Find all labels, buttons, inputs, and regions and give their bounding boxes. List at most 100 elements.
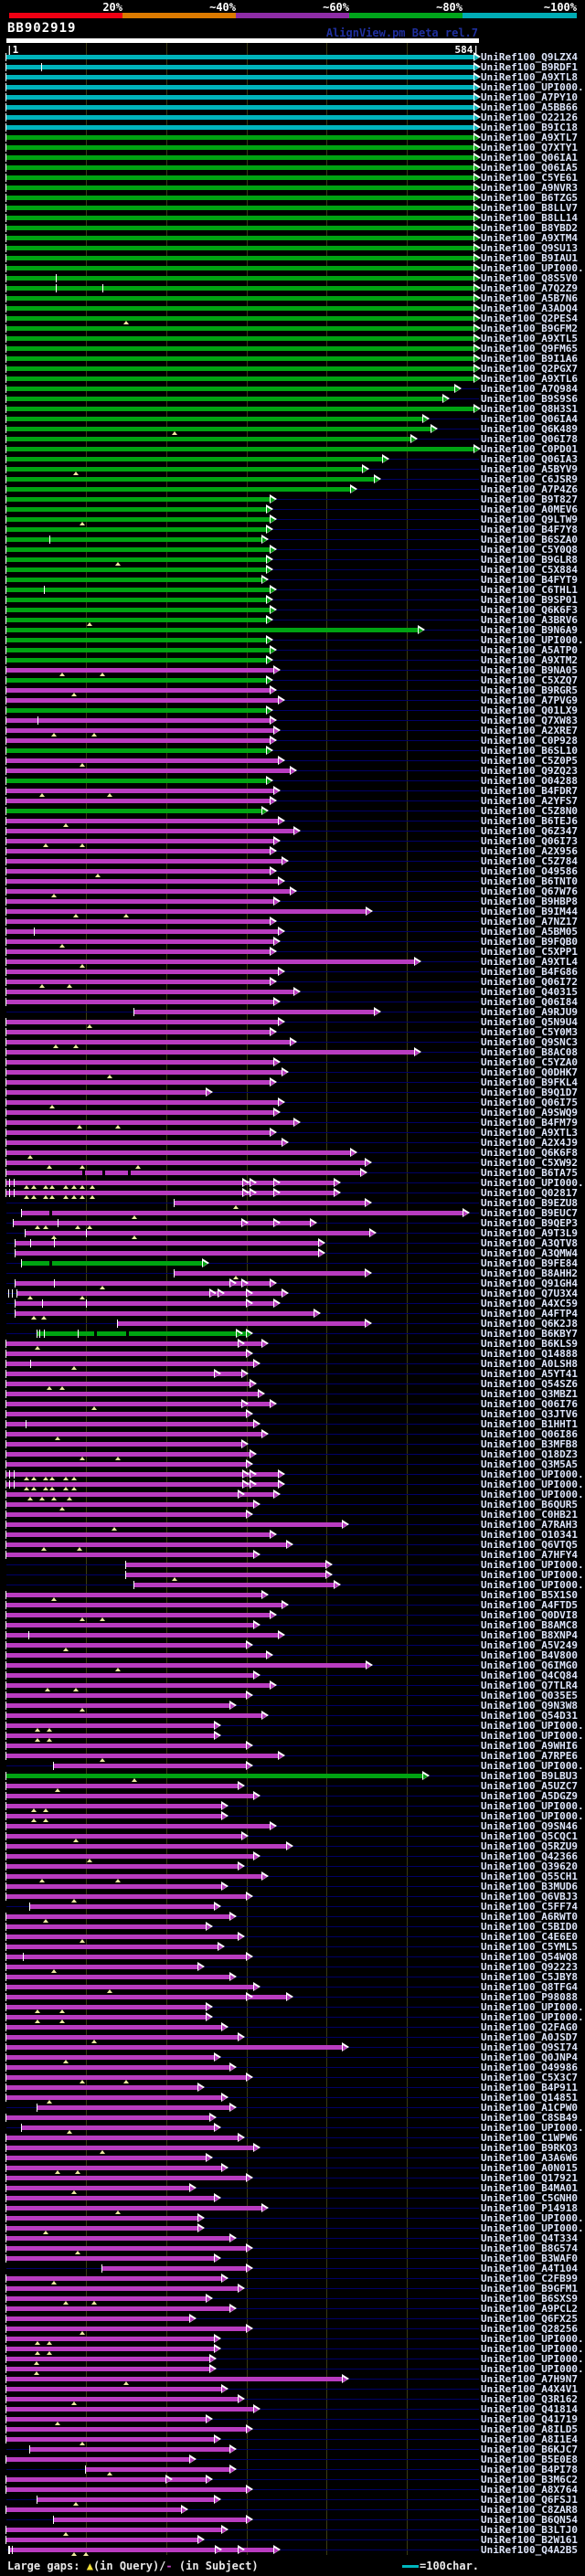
hit-label[interactable]: UniRef100_UPI000.. [481, 1760, 585, 1772]
hit-label[interactable]: UniRef100_B4F7Y8 [481, 524, 578, 535]
hit-label[interactable]: UniRef100_B5E0E8 [481, 2454, 578, 2465]
hit-label[interactable]: UniRef100_A4FTD5 [481, 1599, 578, 1611]
hit-label[interactable]: UniRef100_Q4CQ84 [481, 1670, 578, 1681]
hit-label[interactable]: UniRef100_A4T104 [481, 2263, 578, 2274]
hit-label[interactable]: UniRef100_B8AC08 [481, 1046, 578, 1058]
hit-label[interactable]: UniRef100_B9LBU3 [481, 1770, 578, 1782]
hit-label[interactable]: UniRef100_B9NA05 [481, 664, 578, 676]
hit-label[interactable]: UniRef100_Q5N9U4 [481, 1016, 578, 1028]
hit-label[interactable]: UniRef100_Q02817 [481, 1187, 578, 1199]
hit-label[interactable]: UniRef100_Q7XTY1 [481, 142, 578, 154]
hit-label[interactable]: UniRef100_A2XRE7 [481, 725, 578, 737]
hit-label[interactable]: UniRef100_Q06IA4 [481, 413, 578, 425]
hit-label[interactable]: UniRef100_A2X956 [481, 845, 578, 857]
hit-label[interactable]: UniRef100_Q035E5 [481, 1690, 578, 1701]
hit-label[interactable]: UniRef100_C5YE61 [481, 172, 578, 184]
hit-label[interactable]: UniRef100_A4FTP4 [481, 1308, 578, 1320]
hit-label[interactable]: UniRef100_A5BB66 [481, 101, 578, 113]
hit-label[interactable]: UniRef100_A3QTV8 [481, 1237, 578, 1249]
hit-label[interactable]: UniRef100_B9RDF1 [481, 61, 578, 73]
hit-label[interactable]: UniRef100_UPI000.. [481, 1810, 585, 1822]
hit-label[interactable]: UniRef100_Q55CH1 [481, 1871, 578, 1882]
hit-label[interactable]: UniRef100_Q7TLR4 [481, 1680, 578, 1691]
hit-label[interactable]: UniRef100_UPI000.. [481, 262, 585, 274]
hit-label[interactable]: UniRef100_B9FQB0 [481, 936, 578, 948]
hit-label[interactable]: UniRef100_C5GNH0 [481, 2192, 578, 2204]
hit-label[interactable]: UniRef100_A7RPE6 [481, 1750, 578, 1762]
hit-label[interactable]: UniRef100_A0MEV6 [481, 504, 578, 515]
hit-label[interactable]: UniRef100_A7H9N7 [481, 2373, 578, 2385]
hit-label[interactable]: UniRef100_UPI000.. [481, 1468, 585, 1480]
hit-label[interactable]: UniRef100_A2X4J9 [481, 1137, 578, 1149]
hit-label[interactable]: UniRef100_O22126 [481, 111, 578, 123]
hit-label[interactable]: UniRef100_B9SP01 [481, 594, 578, 606]
hit-label[interactable]: UniRef100_A7Q2Z9 [481, 282, 578, 294]
hit-label[interactable]: UniRef100_UPI000.. [481, 1579, 585, 1591]
hit-label[interactable]: UniRef100_C5Z0P5 [481, 755, 578, 767]
hit-label[interactable]: UniRef100_B6TEJ6 [481, 815, 578, 827]
hit-label[interactable]: UniRef100_O49986 [481, 2062, 578, 2073]
hit-label[interactable]: UniRef100_Q06I73 [481, 835, 578, 847]
hit-label[interactable]: UniRef100_A5UZC7 [481, 1780, 578, 1792]
hit-label[interactable]: UniRef100_UPI000.. [481, 2212, 585, 2224]
hit-label[interactable]: UniRef100_C5Z8N0 [481, 805, 578, 817]
hit-label[interactable]: UniRef100_B9I1A6 [481, 353, 578, 365]
hit-label[interactable]: UniRef100_C1WPW6 [481, 2132, 578, 2144]
hit-label[interactable]: UniRef100_Q2FAG0 [481, 2021, 578, 2033]
hit-label[interactable]: UniRef100_Q06I78 [481, 433, 578, 445]
hit-label[interactable]: UniRef100_A4X4V1 [481, 2383, 578, 2395]
hit-label[interactable]: UniRef100_B6TNT0 [481, 875, 578, 887]
hit-label[interactable]: UniRef100_P14918 [481, 2202, 578, 2214]
hit-label[interactable]: UniRef100_B6SZA0 [481, 534, 578, 546]
hit-label[interactable]: UniRef100_Q39620 [481, 1860, 578, 1872]
hit-label[interactable]: UniRef100_Q9SNC3 [481, 1036, 578, 1048]
hit-label[interactable]: UniRef100_A7RAH3 [481, 1519, 578, 1531]
hit-label[interactable]: UniRef100_UPI000.. [481, 2343, 585, 2355]
hit-label[interactable]: UniRef100_Q18DZ3 [481, 1448, 578, 1460]
hit-label[interactable]: UniRef100_Q40315 [481, 986, 578, 998]
hit-label[interactable]: UniRef100_A3ADQ4 [481, 302, 578, 314]
hit-label[interactable]: UniRef100_B9Q1D7 [481, 1087, 578, 1098]
hit-label[interactable]: UniRef100_A7Q984 [481, 383, 578, 395]
hit-label[interactable]: UniRef100_UPI000.. [481, 2001, 585, 2013]
hit-label[interactable]: UniRef100_UPI000.. [481, 2363, 585, 2375]
hit-label[interactable]: UniRef100_C5BID0 [481, 1921, 578, 1933]
hit-label[interactable]: UniRef100_UPI000.. [481, 1720, 585, 1732]
hit-label[interactable]: UniRef100_A8ILD5 [481, 2423, 578, 2435]
hit-label[interactable]: UniRef100_A5YT41 [481, 1368, 578, 1380]
hit-label[interactable]: UniRef100_A7NZ17 [481, 916, 578, 928]
hit-label[interactable]: UniRef100_B8XNP4 [481, 1629, 578, 1641]
hit-label[interactable]: UniRef100_C2FB99 [481, 2273, 578, 2284]
hit-label[interactable]: UniRef100_Q5CQC1 [481, 1830, 578, 1842]
hit-label[interactable]: UniRef100_B9GLR8 [481, 554, 578, 566]
hit-label[interactable]: UniRef100_Q42366 [481, 1850, 578, 1862]
hit-label[interactable]: UniRef100_A3QMW4 [481, 1247, 578, 1259]
hit-label[interactable]: UniRef100_Q92223 [481, 1961, 578, 1973]
hit-label[interactable]: UniRef100_Q14888 [481, 1348, 578, 1360]
hit-label[interactable]: UniRef100_C5XPP1 [481, 946, 578, 958]
hit-label[interactable]: UniRef100_Q67W76 [481, 885, 578, 897]
hit-label[interactable]: UniRef100_C5YML5 [481, 1941, 578, 1953]
hit-label[interactable]: UniRef100_A9WHI6 [481, 1740, 578, 1752]
hit-label[interactable]: UniRef100_A7PVG9 [481, 694, 578, 706]
hit-label[interactable]: UniRef100_C5XZQ7 [481, 674, 578, 686]
hit-label[interactable]: UniRef100_A9XTL3 [481, 1127, 578, 1139]
hit-label[interactable]: UniRef100_Q06I84 [481, 996, 578, 1008]
hit-label[interactable]: UniRef100_A9XTL4 [481, 956, 578, 968]
hit-label[interactable]: UniRef100_Q41719 [481, 2413, 578, 2425]
hit-label[interactable]: UniRef100_A9SWQ9 [481, 1107, 578, 1118]
hit-label[interactable]: UniRef100_Q91GH4 [481, 1277, 578, 1289]
hit-label[interactable]: UniRef100_Q54D31 [481, 1710, 578, 1722]
hit-label[interactable]: UniRef100_B9GFM1 [481, 2283, 578, 2295]
hit-label[interactable]: UniRef100_B4FDR7 [481, 785, 578, 797]
hit-label[interactable]: UniRef100_Q06I86 [481, 1428, 578, 1440]
hit-label[interactable]: UniRef100_Q9SN46 [481, 1820, 578, 1832]
hit-label[interactable]: UniRef100_B8G574 [481, 2242, 578, 2254]
hit-label[interactable]: UniRef100_B6KBY7 [481, 1328, 578, 1340]
hit-label[interactable]: UniRef100_A5BYV9 [481, 463, 578, 475]
hit-label[interactable]: UniRef100_A9PCL2 [481, 2303, 578, 2315]
hit-label[interactable]: UniRef100_C5XW92 [481, 1157, 578, 1169]
hit-label[interactable]: UniRef100_B4MA01 [481, 2182, 578, 2194]
hit-label[interactable]: UniRef100_Q6FSJ1 [481, 2494, 578, 2506]
hit-label[interactable]: UniRef100_C8ZAR8 [481, 2504, 578, 2516]
